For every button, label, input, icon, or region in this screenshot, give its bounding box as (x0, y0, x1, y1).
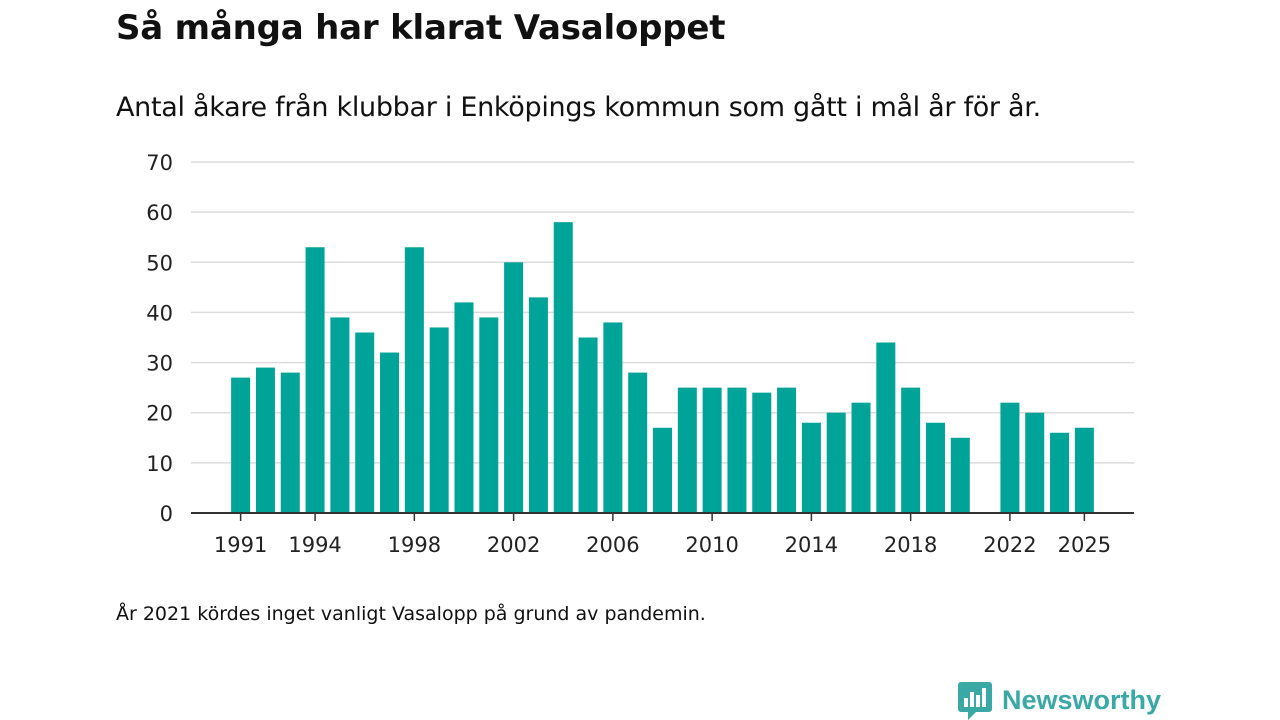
x-tick-label: 2002 (487, 533, 540, 557)
x-tick-label: 2014 (785, 533, 838, 557)
bar-2022 (1000, 402, 1020, 513)
bar-1997 (380, 352, 400, 513)
bar-2025 (1074, 427, 1094, 513)
footnote: År 2021 kördes inget vanligt Vasalopp på… (116, 603, 706, 625)
chart-subtitle: Antal åkare från klubbar i Enköpings kom… (116, 92, 1041, 123)
x-tick-label: 2018 (884, 533, 937, 557)
y-tick-label: 10 (146, 452, 173, 476)
bar-2020 (950, 437, 970, 513)
y-axis-tick-labels: 0 10 20 30 40 50 60 70 (146, 151, 173, 526)
y-tick-label: 60 (146, 201, 173, 225)
x-axis-ticks: 1991 1994 1998 2002 2006 2010 2014 2018 2022 2025 (214, 513, 1111, 557)
bar-2011 (727, 387, 747, 513)
x-tick-label: 2022 (983, 533, 1036, 557)
bar-1998 (404, 247, 424, 513)
bar-1991 (231, 377, 251, 513)
y-tick-label: 50 (146, 251, 173, 275)
bar-2005 (578, 337, 598, 513)
bar-2007 (628, 372, 648, 513)
bar-2001 (479, 317, 499, 513)
y-tick-label: 40 (146, 301, 173, 325)
bar-1995 (330, 317, 350, 513)
bar-2012 (752, 392, 772, 513)
bar-1992 (255, 367, 275, 513)
y-tick-label: 30 (146, 352, 173, 376)
bar-2013 (777, 387, 797, 513)
bar-2014 (801, 422, 821, 513)
bar-1993 (280, 372, 300, 513)
y-tick-label: 70 (146, 151, 173, 175)
bar-2023 (1025, 412, 1045, 513)
bar-2008 (653, 427, 672, 513)
bar-2017 (876, 342, 896, 513)
bar-2003 (528, 297, 548, 513)
brand-logo[interactable]: Newsworthy (958, 680, 1161, 720)
bar-2004 (553, 222, 573, 513)
x-tick-label: 2025 (1058, 533, 1111, 557)
x-tick-label: 1998 (388, 533, 441, 557)
bar-2019 (925, 422, 945, 513)
x-tick-label: 2010 (685, 533, 738, 557)
x-tick-label: 2006 (586, 533, 639, 557)
brand-name: Newsworthy (1002, 684, 1162, 715)
bar-2006 (603, 322, 623, 513)
y-tick-label: 20 (146, 402, 173, 426)
x-tick-label: 1994 (288, 533, 341, 557)
bar-2009 (677, 387, 697, 513)
bars (231, 222, 1094, 513)
bar-2000 (454, 302, 474, 513)
chart-title: Så många har klarat Vasaloppet (116, 8, 726, 48)
bar-2024 (1050, 432, 1070, 513)
newsworthy-logo-icon (958, 682, 992, 720)
bar-2010 (702, 387, 722, 513)
bar-2018 (901, 387, 921, 513)
x-tick-label: 1991 (214, 533, 267, 557)
bar-2016 (851, 402, 871, 513)
y-tick-label: 0 (160, 502, 173, 526)
bar-1999 (429, 327, 449, 513)
bar-1996 (355, 332, 375, 513)
bar-2002 (504, 262, 524, 513)
bar-chart: 0 10 20 30 40 50 60 70 1991 1994 1998 2002 2006 2010… (146, 151, 1134, 557)
bar-1994 (305, 247, 325, 513)
bar-2015 (826, 412, 846, 513)
